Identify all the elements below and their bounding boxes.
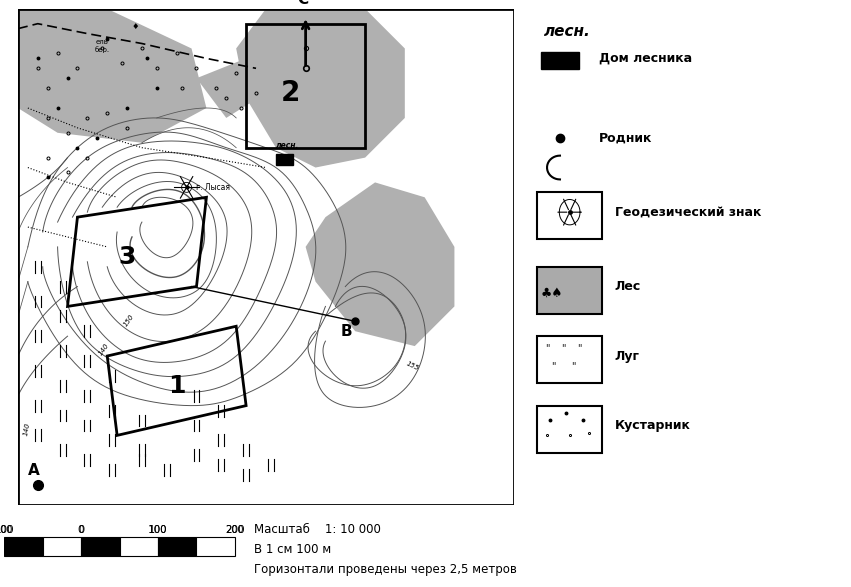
Text: лесн.: лесн. <box>544 23 591 39</box>
Bar <box>246 23 365 148</box>
Text: 2: 2 <box>281 79 300 107</box>
Polygon shape <box>306 183 454 346</box>
Text: Лес: Лес <box>615 280 641 293</box>
Text: Дом лесника: Дом лесника <box>599 52 692 65</box>
Bar <box>81 537 119 556</box>
Text: Родник: Родник <box>599 131 652 144</box>
Polygon shape <box>197 59 266 118</box>
Text: Масштаб    1: 10 000: Масштаб 1: 10 000 <box>254 524 381 537</box>
Text: ♣♠: ♣♠ <box>540 286 563 299</box>
Bar <box>197 537 235 556</box>
Polygon shape <box>237 9 405 167</box>
Bar <box>537 336 602 383</box>
Text: 140: 140 <box>23 422 31 436</box>
Text: В 1 см 100 м: В 1 см 100 м <box>254 543 332 556</box>
Text: 100: 100 <box>0 525 14 535</box>
Text: 200: 200 <box>226 525 244 535</box>
Text: ": " <box>561 343 565 353</box>
Text: 100: 100 <box>0 525 14 535</box>
Text: 3: 3 <box>118 245 136 269</box>
Text: 140: 140 <box>97 343 110 357</box>
Bar <box>4 537 43 556</box>
Bar <box>119 537 158 556</box>
Text: ♦: ♦ <box>132 22 140 31</box>
Text: г. Лысая: г. Лысая <box>197 183 231 192</box>
Polygon shape <box>18 9 207 143</box>
Text: ": " <box>571 361 575 371</box>
Text: 150: 150 <box>122 313 134 328</box>
Text: Горизонтали проведены через 2,5 метров: Горизонтали проведены через 2,5 метров <box>254 563 517 576</box>
Text: Кустарник: Кустарник <box>615 419 691 432</box>
Text: C: C <box>298 0 309 7</box>
Bar <box>537 266 602 314</box>
Text: 0: 0 <box>78 525 84 535</box>
Text: ": " <box>545 343 549 353</box>
Text: B: B <box>340 324 352 339</box>
Text: 155: 155 <box>405 361 420 372</box>
Text: ": " <box>577 343 581 353</box>
Text: 100: 100 <box>148 525 168 535</box>
Text: 200: 200 <box>225 525 244 535</box>
Bar <box>158 537 197 556</box>
Text: Геодезический знак: Геодезический знак <box>615 205 762 219</box>
Text: лесн.: лесн. <box>276 141 300 150</box>
Text: ель
бер.: ель бер. <box>94 39 110 53</box>
Text: 100: 100 <box>149 525 167 535</box>
Text: 0: 0 <box>78 525 84 535</box>
Bar <box>537 193 602 239</box>
Text: 1: 1 <box>168 374 186 398</box>
Text: ": " <box>551 361 556 371</box>
Bar <box>43 537 81 556</box>
Bar <box>540 52 580 69</box>
Text: A: A <box>28 463 40 478</box>
Text: Луг: Луг <box>615 349 640 363</box>
Bar <box>537 406 602 453</box>
Bar <box>276 154 294 165</box>
